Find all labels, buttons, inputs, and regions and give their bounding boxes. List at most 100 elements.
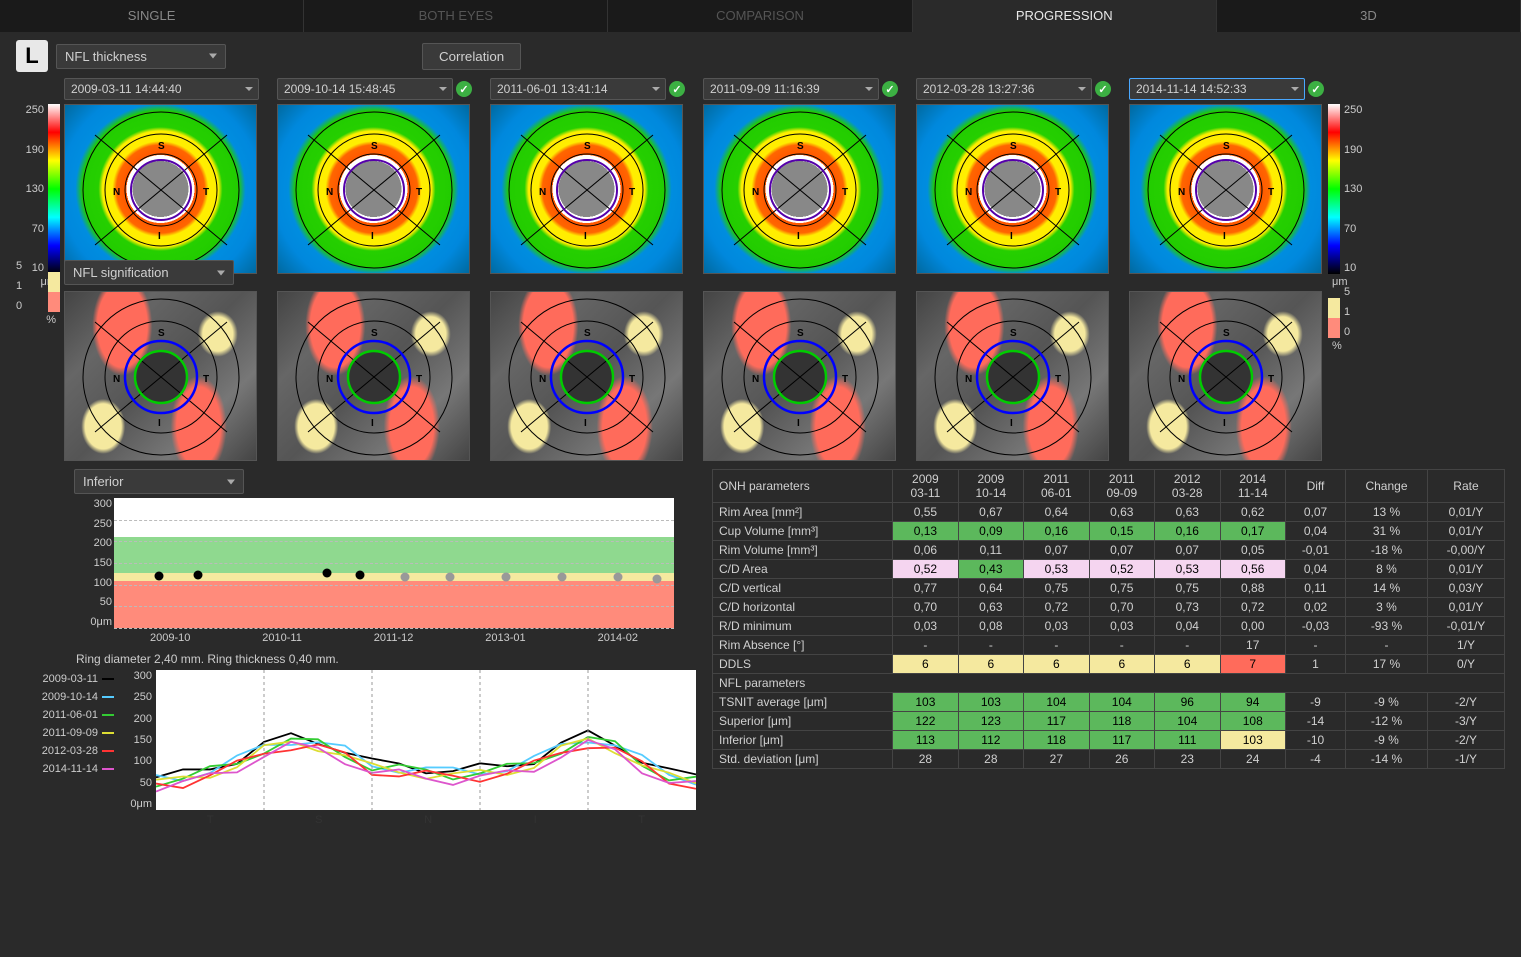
check-icon: ✓ — [669, 81, 685, 97]
change-value: - — [1346, 636, 1428, 655]
param-value: 118 — [1089, 712, 1154, 731]
diff-value: 0,04 — [1285, 560, 1345, 579]
signification-map[interactable]: S N T I — [490, 291, 683, 461]
param-value: 0,09 — [958, 522, 1023, 541]
scan-date-dropdown[interactable]: 2011-06-01 13:41:14 — [490, 78, 666, 100]
param-label: DDLS — [713, 655, 893, 674]
signification-map[interactable]: S N T I — [64, 291, 257, 461]
thickness-map[interactable]: S N T I — [277, 104, 470, 274]
svg-text:N: N — [326, 187, 333, 198]
tab-comparison[interactable]: COMPARISON — [608, 0, 912, 32]
change-value: -9 % — [1346, 693, 1428, 712]
section-dropdown[interactable]: Inferior — [74, 469, 244, 494]
param-value: 118 — [1024, 731, 1089, 750]
rate-value: -1/Y — [1427, 750, 1504, 769]
scan-date-dropdown[interactable]: 2011-09-09 11:16:39 — [703, 78, 879, 100]
param-value: 0,77 — [893, 579, 958, 598]
param-value: 0,07 — [1024, 541, 1089, 560]
tab-3d[interactable]: 3D — [1217, 0, 1521, 32]
rate-value: -0,00/Y — [1427, 541, 1504, 560]
onh-header: ONH parameters — [713, 470, 893, 503]
param-value: 6 — [1089, 655, 1154, 674]
param-value: 6 — [893, 655, 958, 674]
param-value: 0,72 — [1024, 598, 1089, 617]
rate-value: -2/Y — [1427, 693, 1504, 712]
param-value: 117 — [1089, 731, 1154, 750]
svg-text:T: T — [1055, 374, 1061, 385]
param-value: 103 — [893, 693, 958, 712]
thickness-map[interactable]: S N T I — [64, 104, 257, 274]
col-diff: Diff — [1285, 470, 1345, 503]
param-value: 117 — [1024, 712, 1089, 731]
thickness-map[interactable]: S N T I — [703, 104, 896, 274]
change-value: 8 % — [1346, 560, 1428, 579]
param-value: 111 — [1155, 731, 1220, 750]
svg-text:I: I — [797, 418, 800, 429]
param-value: - — [1024, 636, 1089, 655]
check-icon: ✓ — [1308, 81, 1324, 97]
scan-date-dropdown[interactable]: 2009-03-11 14:44:40 — [64, 78, 259, 100]
colorbar-right: 2501901307010 μm — [1328, 78, 1372, 288]
scan-date-dropdown[interactable]: 2014-11-14 14:52:33 — [1129, 78, 1305, 100]
param-value: 0,55 — [893, 503, 958, 522]
thickness-map[interactable]: S N T I — [1129, 104, 1322, 274]
check-icon: ✓ — [882, 81, 898, 97]
thickness-map[interactable]: S N T I — [490, 104, 683, 274]
svg-text:S: S — [158, 141, 165, 152]
diff-value: -9 — [1285, 693, 1345, 712]
param-value: 123 — [958, 712, 1023, 731]
tsnit-chart: 2009-03-112009-10-142011-06-012011-09-09… — [16, 670, 696, 830]
scan-date-dropdown[interactable]: 2012-03-28 13:27:36 — [916, 78, 1092, 100]
param-value: 0,00 — [1220, 617, 1285, 636]
change-value: -9 % — [1346, 731, 1428, 750]
svg-text:T: T — [1055, 187, 1061, 198]
param-value: 0,43 — [958, 560, 1023, 579]
svg-text:T: T — [842, 374, 848, 385]
tab-both-eyes[interactable]: BOTH EYES — [304, 0, 608, 32]
legend-item: 2014-11-14 — [16, 760, 114, 778]
param-label: Superior [μm] — [713, 712, 893, 731]
svg-text:N: N — [326, 374, 333, 385]
param-value: 0,08 — [958, 617, 1023, 636]
trend-chart: 300250200150100500μm 2009-102010-112011-… — [74, 498, 674, 648]
svg-text:I: I — [1223, 231, 1226, 242]
param-value: 0,53 — [1155, 560, 1220, 579]
signification-map[interactable]: S N T I — [277, 291, 470, 461]
param-value: 17 — [1220, 636, 1285, 655]
param-label: TSNIT average [μm] — [713, 693, 893, 712]
signification-dropdown[interactable]: NFL signification — [64, 260, 234, 285]
param-value: 0,56 — [1220, 560, 1285, 579]
svg-text:S: S — [1010, 141, 1017, 152]
map-type-dropdown[interactable]: NFL thickness — [56, 44, 226, 69]
svg-text:I: I — [371, 418, 374, 429]
tab-progression[interactable]: PROGRESSION — [913, 0, 1217, 32]
param-value: 0,52 — [893, 560, 958, 579]
svg-text:T: T — [842, 187, 848, 198]
param-label: C/D horizontal — [713, 598, 893, 617]
param-value: 23 — [1155, 750, 1220, 769]
svg-text:S: S — [1223, 141, 1230, 152]
param-value: 0,03 — [1089, 617, 1154, 636]
param-value: 96 — [1155, 693, 1220, 712]
svg-text:N: N — [965, 374, 972, 385]
svg-text:T: T — [416, 374, 422, 385]
svg-text:T: T — [1268, 187, 1274, 198]
svg-text:N: N — [1178, 374, 1185, 385]
col-date: 201106-01 — [1024, 470, 1089, 503]
change-value: 31 % — [1346, 522, 1428, 541]
svg-text:N: N — [752, 374, 759, 385]
scan-date-dropdown[interactable]: 2009-10-14 15:48:45 — [277, 78, 453, 100]
signification-map[interactable]: S N T I — [1129, 291, 1322, 461]
param-value: 94 — [1220, 693, 1285, 712]
param-value: 108 — [1220, 712, 1285, 731]
param-value: 7 — [1220, 655, 1285, 674]
correlation-button[interactable]: Correlation — [422, 43, 521, 70]
col-change: Change — [1346, 470, 1428, 503]
diff-value: 0,07 — [1285, 503, 1345, 522]
signification-map[interactable]: S N T I — [703, 291, 896, 461]
param-value: 0,15 — [1089, 522, 1154, 541]
thickness-map[interactable]: S N T I — [916, 104, 1109, 274]
signification-map[interactable]: S N T I — [916, 291, 1109, 461]
tab-single[interactable]: SINGLE — [0, 0, 304, 32]
svg-text:T: T — [1268, 374, 1274, 385]
